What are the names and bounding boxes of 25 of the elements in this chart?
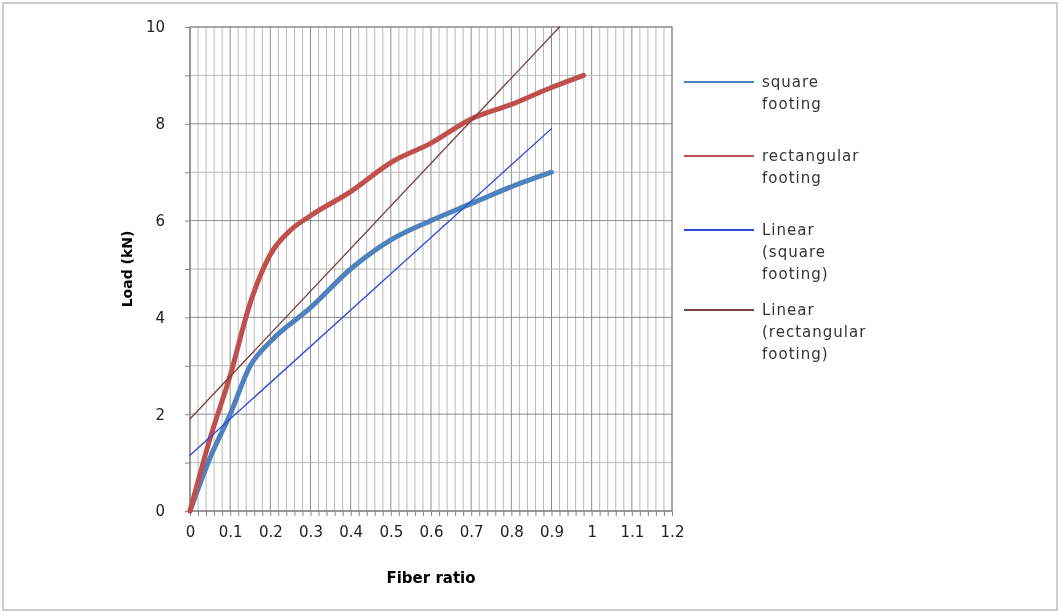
x-tick-label: 0: [185, 522, 196, 541]
x-tick-label: 0.3: [299, 522, 323, 541]
x-tick-label: 0.7: [459, 522, 484, 541]
x-tick-label: 1: [587, 522, 597, 541]
x-tick-label: 1.2: [660, 522, 685, 541]
y-tick-label: 0: [155, 502, 165, 521]
legend-label: Linear (rectangular footing): [762, 301, 867, 363]
x-tick-label: 0.1: [218, 522, 243, 541]
y-axis-title: Load (kN): [119, 230, 135, 308]
x-tick-label: 0.8: [499, 522, 524, 541]
y-tick-label: 2: [155, 405, 165, 424]
x-axis-title: Fiber ratio: [386, 569, 476, 587]
x-tick-label: 0.6: [419, 522, 444, 541]
x-tick-label: 0.2: [258, 522, 283, 541]
y-tick-label: 4: [155, 308, 165, 327]
y-tick-label: 10: [145, 18, 165, 37]
legend-label: rectangular footing: [762, 147, 860, 187]
legend-label: square footing: [762, 73, 822, 113]
legend-label: Linear (square footing): [762, 221, 829, 283]
x-tick-label: 0.5: [379, 522, 404, 541]
x-tick-label: 0.9: [540, 522, 564, 541]
x-tick-label: 1.1: [620, 522, 645, 541]
y-tick-label: 6: [155, 211, 165, 230]
y-tick-label: 8: [155, 115, 165, 134]
x-tick-label: 0.4: [339, 522, 364, 541]
